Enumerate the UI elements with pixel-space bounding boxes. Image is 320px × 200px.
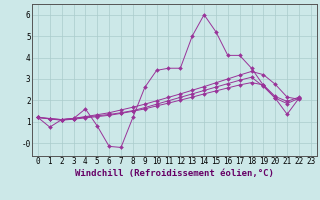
X-axis label: Windchill (Refroidissement éolien,°C): Windchill (Refroidissement éolien,°C) <box>75 169 274 178</box>
